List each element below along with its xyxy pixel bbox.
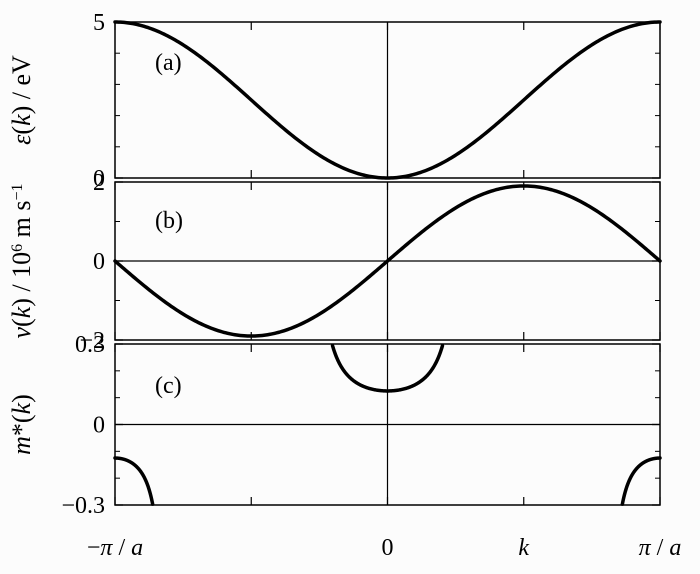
svg-text:m*(k): m*(k): [7, 394, 36, 455]
physics-dispersion-figure: 05(a)ε(k) / eV−202(b)v(k) / 106 m s−1−0.…: [0, 0, 700, 574]
svg-text:0: 0: [93, 413, 105, 439]
svg-text:ε(k) / eV: ε(k) / eV: [7, 55, 36, 145]
svg-text:(c): (c): [155, 373, 182, 399]
svg-text:0: 0: [93, 249, 105, 275]
svg-text:−π / a: −π / a: [87, 535, 143, 561]
svg-text:π / a: π / a: [639, 535, 682, 561]
svg-text:5: 5: [93, 10, 105, 36]
svg-text:k: k: [518, 535, 529, 561]
svg-text:(b): (b): [155, 208, 183, 234]
svg-text:0: 0: [382, 535, 394, 561]
figure-svg: 05(a)ε(k) / eV−202(b)v(k) / 106 m s−1−0.…: [0, 0, 700, 574]
svg-text:−0.3: −0.3: [61, 493, 105, 519]
svg-text:0.3: 0.3: [75, 332, 105, 358]
svg-text:(a): (a): [155, 50, 182, 76]
svg-text:2: 2: [93, 170, 105, 196]
svg-text:v(k) / 106 m s−1: v(k) / 106 m s−1: [7, 183, 36, 338]
